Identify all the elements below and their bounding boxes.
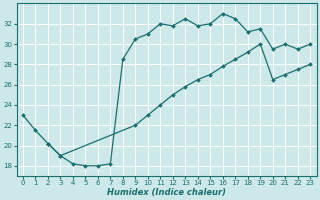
X-axis label: Humidex (Indice chaleur): Humidex (Indice chaleur) [107, 188, 226, 197]
